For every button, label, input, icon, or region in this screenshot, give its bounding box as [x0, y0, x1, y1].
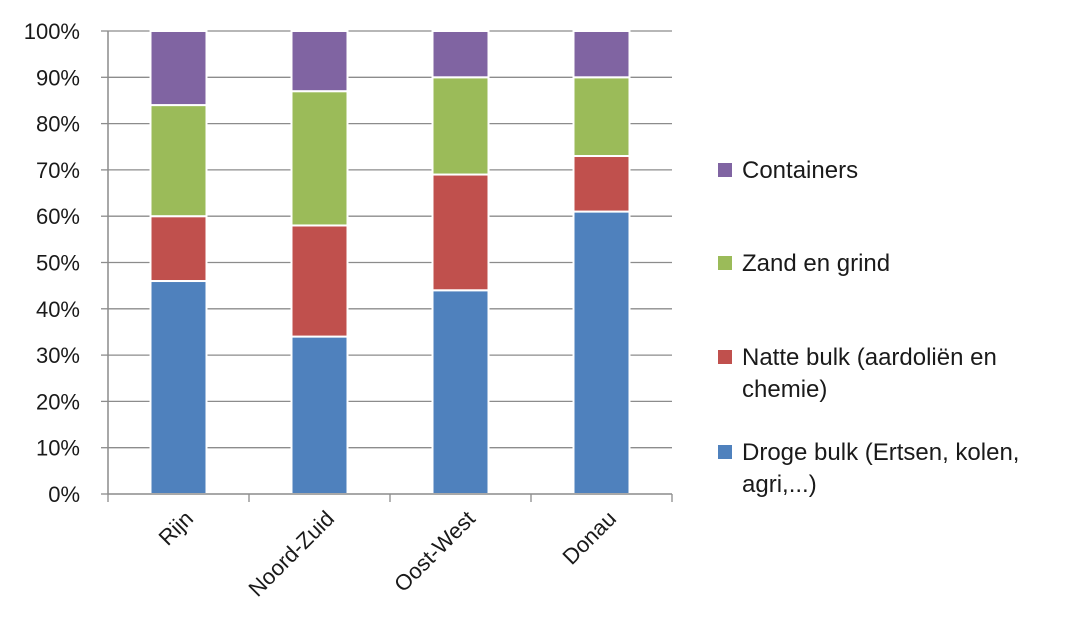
bar-segment-oost-west-3 [431, 30, 490, 79]
y-tick-label: 100% [24, 19, 80, 44]
y-tick-label: 40% [36, 297, 80, 322]
bar-segment-noord-zuid-0 [290, 335, 349, 495]
y-tick-label: 10% [36, 436, 80, 461]
x-axis-category-labels: Rijn Noord-Zuid Oost-West Donau [154, 506, 621, 601]
legend-item-natte-bulk: Natte bulk (aardoliën en chemie) [718, 342, 1062, 406]
x-category-label: Rijn [154, 506, 198, 550]
legend-item-zand-en-grind: Zand en grind [718, 248, 1062, 280]
legend-swatch-droge-bulk [718, 445, 732, 459]
y-tick-label: 0% [48, 482, 80, 507]
bar-segment-noord-zuid-3 [290, 30, 349, 93]
bar-segment-oost-west-2 [431, 76, 490, 176]
bar-segment-donau-1 [572, 155, 631, 213]
legend-item-containers: Containers [718, 155, 1062, 187]
bar-segment-noord-zuid-2 [290, 90, 349, 227]
legend-label-droge-bulk: Droge bulk (Ertsen, kolen, agri,...) [742, 439, 1020, 498]
x-category-label: Noord-Zuid [244, 506, 339, 601]
legend-swatch-containers [718, 163, 732, 177]
legend-item-droge-bulk: Droge bulk (Ertsen, kolen, agri,...) [718, 437, 1062, 501]
bars [149, 30, 631, 495]
y-tick-label: 80% [36, 112, 80, 137]
bar-segment-donau-2 [572, 76, 631, 158]
legend-label-zand-en-grind: Zand en grind [742, 250, 891, 277]
bar-segment-rijn-3 [149, 30, 208, 107]
x-category-label: Oost-West [389, 506, 480, 597]
y-tick-label: 60% [36, 204, 80, 229]
bar-segment-rijn-0 [149, 280, 208, 495]
bar-segment-donau-3 [572, 30, 631, 79]
legend-swatch-zand-en-grind [718, 256, 732, 270]
bar-segment-donau-0 [572, 210, 631, 495]
legend-swatch-natte-bulk [718, 350, 732, 364]
axes [107, 31, 673, 502]
legend-label-containers: Containers [742, 157, 859, 184]
y-tick-label: 50% [36, 251, 80, 276]
bar-segment-oost-west-1 [431, 173, 490, 292]
legend-label-natte-bulk: Natte bulk (aardoliën en chemie) [742, 344, 997, 403]
bar-segment-oost-west-0 [431, 289, 490, 495]
y-tick-label: 90% [36, 65, 80, 90]
bar-segment-rijn-2 [149, 104, 208, 218]
y-tick-label: 70% [36, 158, 80, 183]
x-category-label: Donau [558, 506, 622, 570]
bar-segment-noord-zuid-1 [290, 224, 349, 338]
y-tick-label: 30% [36, 343, 80, 368]
bar-segment-rijn-1 [149, 215, 208, 283]
y-tick-label: 20% [36, 389, 80, 414]
y-axis-tick-labels: 0% 10% 20% 30% 40% 50% 60% 70% 80% 90% 100% [24, 19, 80, 507]
